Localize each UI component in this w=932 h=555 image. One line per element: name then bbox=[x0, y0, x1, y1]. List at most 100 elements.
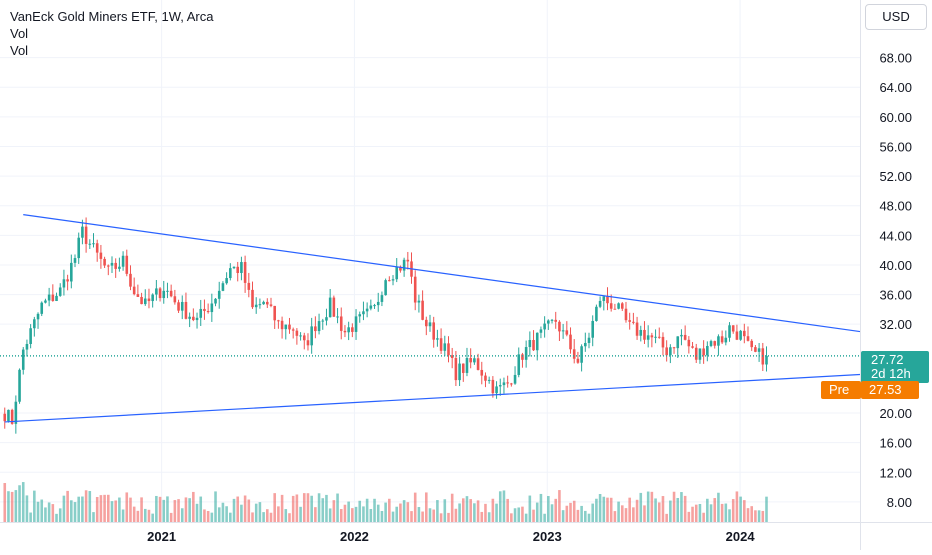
volume-bar bbox=[399, 503, 402, 522]
candle-body bbox=[399, 266, 402, 271]
volume-bar bbox=[33, 490, 36, 522]
candle-body bbox=[44, 300, 47, 303]
candle-body bbox=[166, 290, 169, 292]
volume-bar bbox=[717, 492, 720, 522]
volume-bar bbox=[639, 492, 643, 522]
candle-body bbox=[221, 283, 225, 291]
candle-body bbox=[240, 262, 243, 273]
candle-body bbox=[561, 330, 565, 332]
volume-bar bbox=[643, 505, 646, 522]
volume-bar bbox=[687, 511, 691, 522]
volume-bar bbox=[284, 509, 288, 522]
candle-body bbox=[609, 303, 613, 309]
volume-bar bbox=[258, 502, 262, 522]
volume-bar bbox=[288, 513, 291, 522]
currency-button[interactable]: USD bbox=[865, 4, 927, 30]
volume-bar bbox=[358, 500, 362, 522]
volume-bar bbox=[118, 497, 121, 522]
volume-bar bbox=[125, 492, 129, 522]
candle-body bbox=[21, 349, 25, 370]
volume-bar bbox=[254, 503, 258, 522]
volume-bar bbox=[192, 491, 195, 522]
volume-bar bbox=[92, 512, 95, 522]
chart-legend: VanEck Gold Miners ETF, 1W, Arca Vol Vol bbox=[10, 8, 214, 59]
volume-bar bbox=[657, 502, 661, 522]
price-tick-label: 32.00 bbox=[879, 317, 912, 332]
candle-body bbox=[328, 297, 332, 318]
price-tick-label: 44.00 bbox=[879, 228, 912, 243]
volume-bar bbox=[628, 497, 631, 522]
time-axis[interactable]: 2021 2022 2023 2024 bbox=[0, 522, 932, 545]
volume-bar bbox=[210, 512, 214, 522]
symbol-title[interactable]: VanEck Gold Miners ETF, 1W, Arca bbox=[10, 9, 214, 24]
volume-bar bbox=[498, 491, 502, 522]
volume-indicator-2[interactable]: Vol bbox=[10, 43, 29, 58]
candle-body bbox=[132, 286, 136, 295]
candle-body bbox=[36, 313, 40, 320]
volume-bar bbox=[724, 503, 728, 522]
trendlines[interactable] bbox=[4, 214, 861, 423]
volume-bar bbox=[461, 498, 465, 522]
candle-body bbox=[33, 319, 36, 329]
candle-body bbox=[524, 347, 528, 360]
volume-bar bbox=[166, 496, 169, 522]
candle-body bbox=[288, 324, 291, 330]
volume-bar bbox=[310, 495, 313, 522]
candle-body bbox=[73, 258, 77, 263]
volume-bar bbox=[143, 508, 147, 522]
candle-body bbox=[680, 334, 683, 337]
last-price-badge bbox=[861, 351, 929, 383]
volume-bar bbox=[217, 507, 221, 522]
volume-bar bbox=[587, 513, 591, 522]
volume-bar bbox=[731, 499, 735, 522]
candle-body bbox=[66, 279, 69, 282]
volume-bar bbox=[506, 498, 509, 522]
candle-body bbox=[62, 279, 66, 288]
volume-bar bbox=[469, 499, 472, 522]
volume-bar bbox=[373, 498, 376, 522]
volume-bar bbox=[743, 500, 746, 522]
volume-bar bbox=[21, 482, 25, 522]
volume-bar bbox=[77, 496, 81, 522]
volume-bar bbox=[425, 492, 428, 522]
volume-bar bbox=[698, 503, 702, 522]
candle-body bbox=[558, 321, 561, 332]
volume-bar bbox=[302, 493, 306, 522]
volume-bar bbox=[203, 509, 206, 522]
volume-bar bbox=[44, 507, 47, 522]
candle-body bbox=[103, 258, 106, 266]
candle-body bbox=[206, 310, 210, 313]
candle-body bbox=[147, 298, 151, 302]
candle-body bbox=[473, 358, 476, 363]
volume-bar bbox=[295, 494, 299, 522]
candle-body bbox=[47, 294, 51, 301]
volume-bar bbox=[613, 511, 617, 522]
price-tick-label: 12.00 bbox=[879, 465, 912, 480]
volume-bar bbox=[321, 498, 325, 522]
volume-bar bbox=[513, 508, 517, 522]
candle-body bbox=[606, 296, 609, 304]
candle-body bbox=[266, 301, 269, 305]
candle-body bbox=[746, 336, 750, 341]
price-axis[interactable]: 68.00 64.00 60.00 56.00 52.00 48.00 44.00 40.00… bbox=[860, 0, 913, 550]
volume-bar bbox=[417, 507, 421, 522]
volume-bar bbox=[669, 500, 672, 522]
volume-bar bbox=[517, 507, 521, 522]
volume-bar bbox=[447, 512, 450, 522]
volume-bar bbox=[713, 498, 717, 522]
candle-body bbox=[395, 266, 399, 280]
candle-body bbox=[543, 323, 546, 330]
volume-bar bbox=[58, 508, 62, 522]
volume-indicator-1[interactable]: Vol bbox=[10, 26, 29, 41]
volume-bar bbox=[750, 506, 754, 522]
time-tick-label: 2024 bbox=[726, 529, 756, 544]
candle-body bbox=[439, 338, 443, 351]
volume-bar bbox=[299, 506, 302, 522]
volume-bar bbox=[665, 513, 668, 522]
candle-body bbox=[491, 379, 495, 394]
candle-body bbox=[569, 334, 572, 350]
volume-bar bbox=[691, 506, 694, 522]
candle-body bbox=[613, 308, 617, 310]
